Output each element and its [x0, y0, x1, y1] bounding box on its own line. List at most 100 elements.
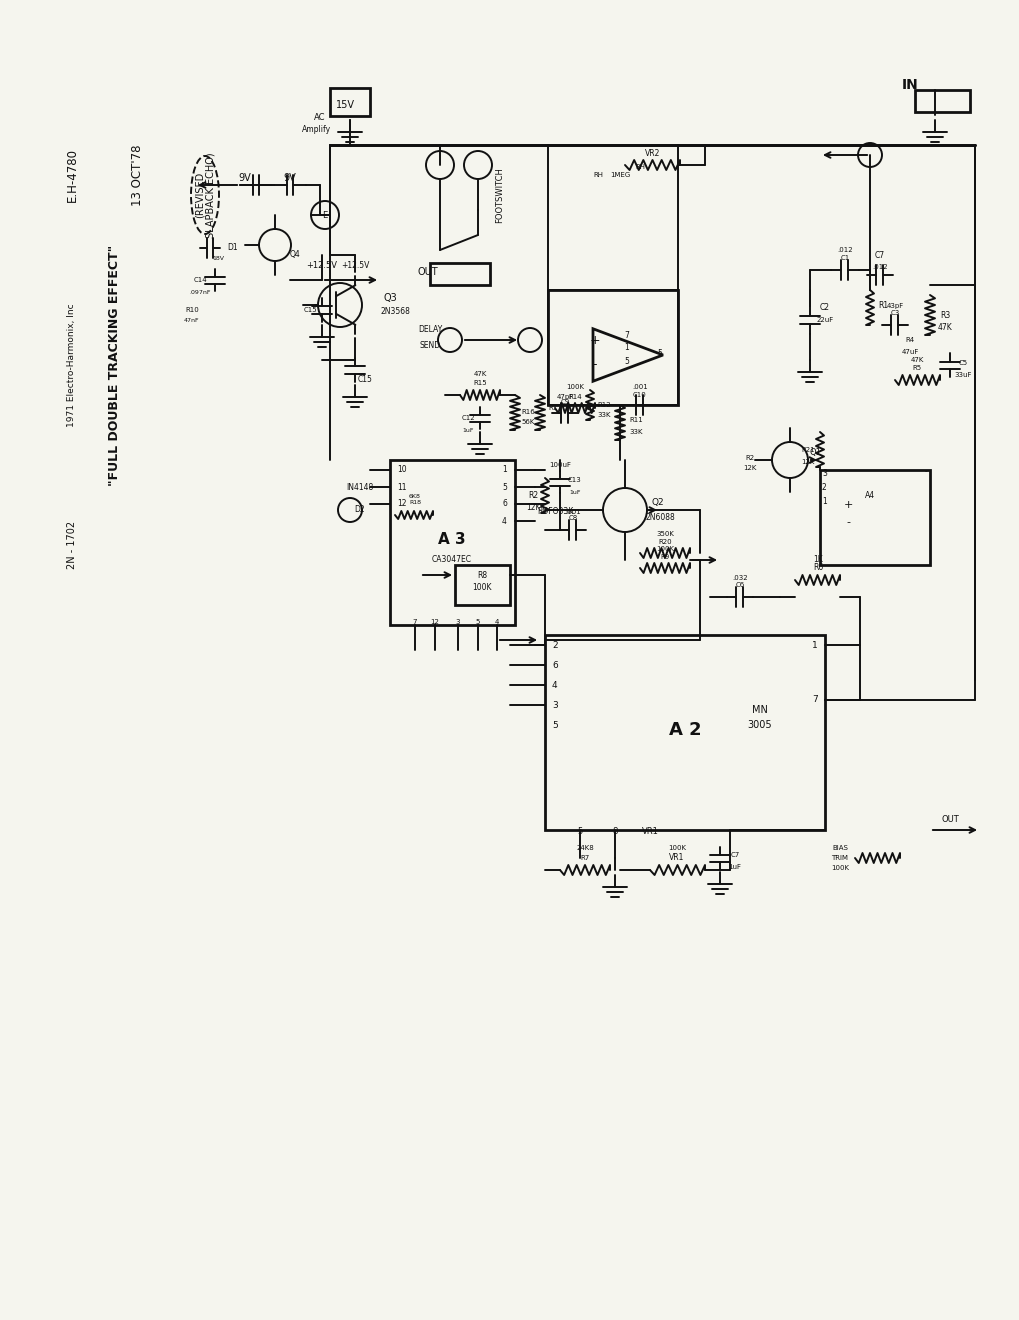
Text: IN4148: IN4148: [346, 483, 373, 492]
Text: A 3: A 3: [438, 532, 466, 548]
Text: 100K: 100K: [667, 845, 686, 851]
Text: 33K: 33K: [597, 412, 610, 418]
Text: 7: 7: [624, 330, 629, 339]
Text: D2: D2: [355, 506, 365, 515]
Text: 2N6088: 2N6088: [644, 513, 675, 523]
Text: C6: C6: [735, 582, 744, 587]
Text: 33uF: 33uF: [954, 372, 971, 378]
Text: Q3: Q3: [383, 293, 396, 304]
Text: 1: 1: [501, 466, 506, 474]
Bar: [914, 90, 969, 112]
Text: R18: R18: [409, 500, 421, 506]
Text: R14: R14: [568, 393, 581, 400]
Text: 22uF: 22uF: [815, 317, 833, 323]
Text: 47pF: 47pF: [555, 393, 573, 400]
Text: 5: 5: [577, 828, 582, 837]
Text: C1: C1: [840, 255, 849, 261]
Text: C12: C12: [461, 414, 475, 421]
Text: 5: 5: [551, 721, 557, 730]
Text: .012: .012: [837, 247, 852, 253]
Text: 12K: 12K: [525, 503, 540, 511]
Text: C13: C13: [568, 477, 581, 483]
Text: .097nF: .097nF: [190, 289, 211, 294]
Text: R8: R8: [477, 570, 487, 579]
Text: 1971 Electro-Harmonix, Inc: 1971 Electro-Harmonix, Inc: [67, 304, 76, 426]
Text: 8: 8: [611, 828, 618, 837]
Text: 100K: 100K: [566, 384, 584, 389]
Text: 5: 5: [657, 348, 661, 358]
Text: E: E: [322, 210, 327, 219]
Text: +: +: [843, 500, 852, 510]
Text: 12: 12: [430, 619, 439, 624]
Text: R2: R2: [528, 491, 538, 499]
Text: Q4: Q4: [289, 251, 300, 260]
Text: .032: .032: [732, 576, 747, 581]
Text: 1uF: 1uF: [462, 428, 473, 433]
Bar: [330, 88, 370, 116]
Text: 1: 1: [624, 343, 629, 352]
Text: C2: C2: [819, 304, 829, 313]
Text: 10: 10: [396, 466, 407, 474]
Text: A 2: A 2: [668, 721, 701, 739]
Text: Amplify: Amplify: [303, 125, 331, 135]
Text: R20: R20: [657, 539, 672, 545]
Text: OUT: OUT: [417, 267, 438, 277]
Text: E.H-4780: E.H-4780: [65, 148, 78, 202]
Text: R15: R15: [473, 380, 486, 385]
Text: 47K: 47K: [936, 322, 952, 331]
Text: 3: 3: [551, 701, 557, 710]
Text: 1: 1: [811, 640, 817, 649]
Text: 6: 6: [501, 499, 506, 508]
Text: 47nF: 47nF: [184, 318, 200, 322]
Text: 4: 4: [501, 516, 506, 525]
Text: 24K8: 24K8: [576, 845, 593, 851]
Text: 5: 5: [475, 619, 480, 624]
Text: C7: C7: [730, 851, 739, 858]
Text: FOOTSWITCH: FOOTSWITCH: [495, 168, 504, 223]
Bar: [819, 470, 929, 565]
Text: 6: 6: [551, 660, 557, 669]
Text: BIAS: BIAS: [832, 845, 847, 851]
Text: .001: .001: [565, 510, 580, 515]
Text: .012: .012: [871, 264, 887, 271]
Text: 11: 11: [396, 483, 407, 491]
Text: C14: C14: [193, 277, 207, 282]
Text: OUT: OUT: [941, 816, 958, 825]
Text: 1MEG: 1MEG: [609, 172, 630, 178]
Bar: [544, 635, 824, 830]
Bar: [430, 263, 489, 285]
Text: R2: R2: [745, 455, 754, 461]
Text: ROFO33K: ROFO33K: [536, 507, 573, 516]
Text: 5: 5: [501, 483, 506, 491]
Text: 15V: 15V: [335, 100, 355, 110]
Text: 1K: 1K: [812, 556, 822, 565]
Text: 33K: 33K: [629, 429, 642, 436]
Text: 100K: 100K: [655, 546, 674, 552]
Text: 3: 3: [821, 469, 826, 478]
Text: +12.5V: +12.5V: [306, 260, 337, 269]
Text: C10: C10: [633, 392, 646, 399]
Text: -: -: [845, 517, 849, 527]
Bar: [454, 565, 510, 605]
Text: 100K: 100K: [830, 865, 848, 871]
Text: 7: 7: [413, 619, 417, 624]
Text: C15: C15: [358, 375, 372, 384]
Text: VR2: VR2: [645, 149, 660, 157]
Text: A4: A4: [864, 491, 874, 499]
Text: C7: C7: [874, 251, 884, 260]
Text: 6K8: 6K8: [409, 494, 421, 499]
Text: 9V: 9V: [283, 173, 297, 183]
Bar: [389, 459, 515, 624]
Text: (REVISED
SLAPBACK ECHO): (REVISED SLAPBACK ECHO): [194, 152, 216, 238]
Text: R1: R1: [877, 301, 888, 309]
Text: +: +: [589, 334, 600, 346]
Text: Q1: Q1: [808, 449, 820, 458]
Text: -: -: [592, 359, 597, 371]
Text: 12K: 12K: [743, 465, 756, 471]
Text: C15: C15: [303, 308, 317, 313]
Text: R4: R4: [905, 337, 914, 343]
Text: RH: RH: [592, 172, 602, 178]
Bar: [547, 290, 678, 405]
Text: 47K: 47K: [473, 371, 486, 378]
Text: SEND: SEND: [419, 341, 440, 350]
